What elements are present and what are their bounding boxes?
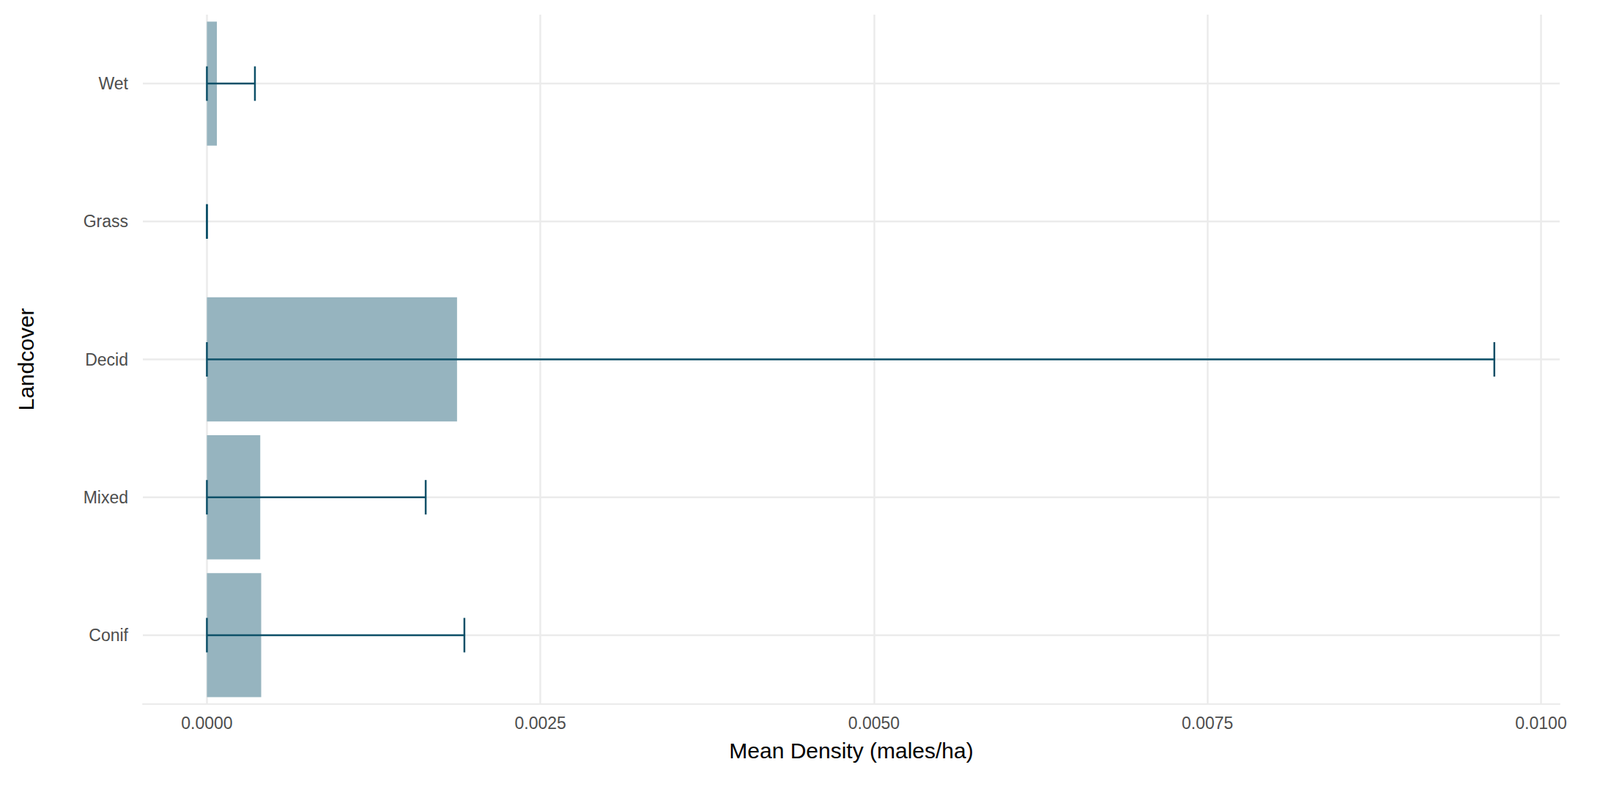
svg-text:Grass: Grass [83,211,129,231]
svg-text:Mean Density (males/ha): Mean Density (males/ha) [728,738,973,763]
svg-text:0.0100: 0.0100 [1515,713,1567,733]
svg-text:0.0050: 0.0050 [848,713,900,733]
svg-text:0.0000: 0.0000 [180,713,233,733]
svg-text:Wet: Wet [98,73,129,94]
svg-text:Decid: Decid [84,350,129,370]
svg-text:Conif: Conif [88,625,129,645]
svg-text:Mixed: Mixed [83,487,129,507]
svg-text:0.0075: 0.0075 [1181,713,1233,733]
svg-text:0.0025: 0.0025 [515,713,567,733]
svg-text:Landcover: Landcover [13,307,39,411]
